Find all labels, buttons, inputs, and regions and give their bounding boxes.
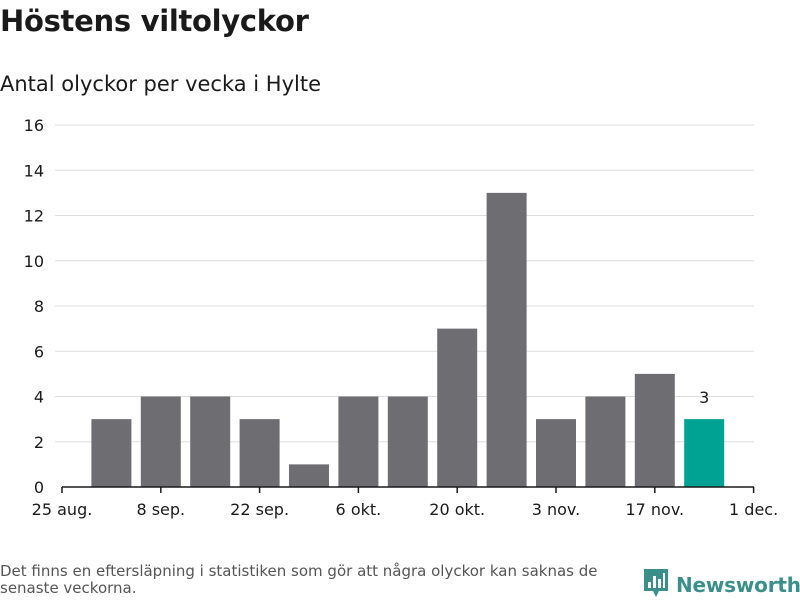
- bar: [338, 396, 379, 487]
- x-tick-label: 8 sep.: [136, 500, 185, 519]
- y-tick-label: 8: [34, 297, 44, 316]
- x-tick-label: 6 okt.: [336, 500, 382, 519]
- bar: [536, 419, 576, 487]
- y-tick-label: 16: [24, 116, 44, 135]
- y-tick-label: 0: [34, 478, 44, 497]
- bar: [289, 464, 329, 487]
- y-tick-label: 10: [24, 252, 44, 271]
- chart-subtitle: Antal olyckor per vecka i Hylte: [0, 72, 322, 96]
- y-tick-labels: 0 2 4 6 8 10 12 14 16: [24, 116, 44, 497]
- bars: [91, 192, 725, 487]
- x-tick-label: 20 okt.: [429, 500, 485, 519]
- x-tick-label: 17 nov.: [625, 500, 684, 519]
- y-tick-label: 2: [34, 433, 44, 452]
- bar: [437, 328, 478, 487]
- x-tick-labels: 25 aug. 8 sep. 22 sep. 6 okt. 20 okt. 3 nov. 1…: [32, 500, 778, 519]
- x-tick-label: 3 nov.: [532, 500, 581, 519]
- x-tick-label: 22 sep.: [230, 500, 289, 519]
- newsworthy-logo-icon: [644, 569, 668, 601]
- y-tick-label: 12: [24, 207, 44, 226]
- footnote: Det finns en eftersläpning i statistiken…: [0, 562, 598, 597]
- highlight-bar: [684, 419, 725, 487]
- brand-logo[interactable]: Newsworthy: [644, 569, 800, 601]
- x-axis: [61, 486, 755, 493]
- brand-name: Newsworthy: [676, 573, 800, 597]
- chart-title: Höstens viltolyckor: [0, 4, 309, 38]
- y-tick-label: 14: [24, 161, 44, 180]
- y-tick-label: 6: [34, 342, 44, 361]
- bar: [239, 419, 280, 487]
- bar: [140, 396, 181, 487]
- data-label: 3: [699, 388, 709, 407]
- x-tick-label: 25 aug.: [32, 500, 93, 519]
- bar: [486, 192, 527, 487]
- bar: [634, 373, 675, 487]
- y-tick-label: 4: [34, 388, 44, 407]
- bar-chart: 0 2 4 6 8 10 12 14 16 25 aug. 8 sep. 22 sep. 6 okt.…: [24, 116, 779, 519]
- bar: [387, 396, 428, 487]
- data-labels: 3: [699, 388, 709, 407]
- bar: [190, 396, 231, 487]
- x-tick-label: 1 dec.: [729, 500, 778, 519]
- bar: [585, 396, 626, 487]
- bar: [91, 419, 132, 487]
